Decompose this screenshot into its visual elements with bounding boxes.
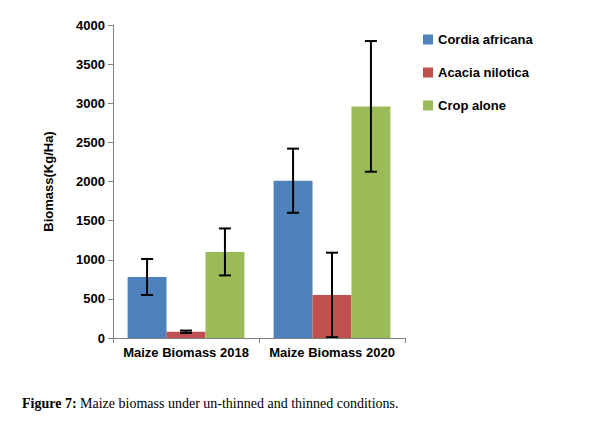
svg-text:3000: 3000 xyxy=(76,96,105,111)
svg-text:Figure 7:: Figure 7: xyxy=(22,396,77,411)
svg-text:Acacia nilotica: Acacia nilotica xyxy=(438,65,530,80)
svg-text:4000: 4000 xyxy=(76,18,105,33)
svg-text:Cordia africana: Cordia africana xyxy=(438,32,533,47)
svg-text:Maize Biomass 2018: Maize Biomass 2018 xyxy=(123,345,249,360)
svg-text:2000: 2000 xyxy=(76,174,105,189)
svg-text:1500: 1500 xyxy=(76,213,105,228)
svg-text:Maize Biomass 2020: Maize Biomass 2020 xyxy=(269,345,395,360)
svg-text:Biomass(Kg/Ha): Biomass(Kg/Ha) xyxy=(41,131,56,231)
svg-text:500: 500 xyxy=(83,291,105,306)
svg-text:Maize biomass under un-thinned: Maize biomass under un-thinned and thinn… xyxy=(77,396,399,411)
svg-text:0: 0 xyxy=(98,331,105,346)
svg-text:3500: 3500 xyxy=(76,57,105,72)
svg-text:1000: 1000 xyxy=(76,252,105,267)
svg-text:2500: 2500 xyxy=(76,135,105,150)
svg-text:Crop alone: Crop alone xyxy=(438,98,506,113)
